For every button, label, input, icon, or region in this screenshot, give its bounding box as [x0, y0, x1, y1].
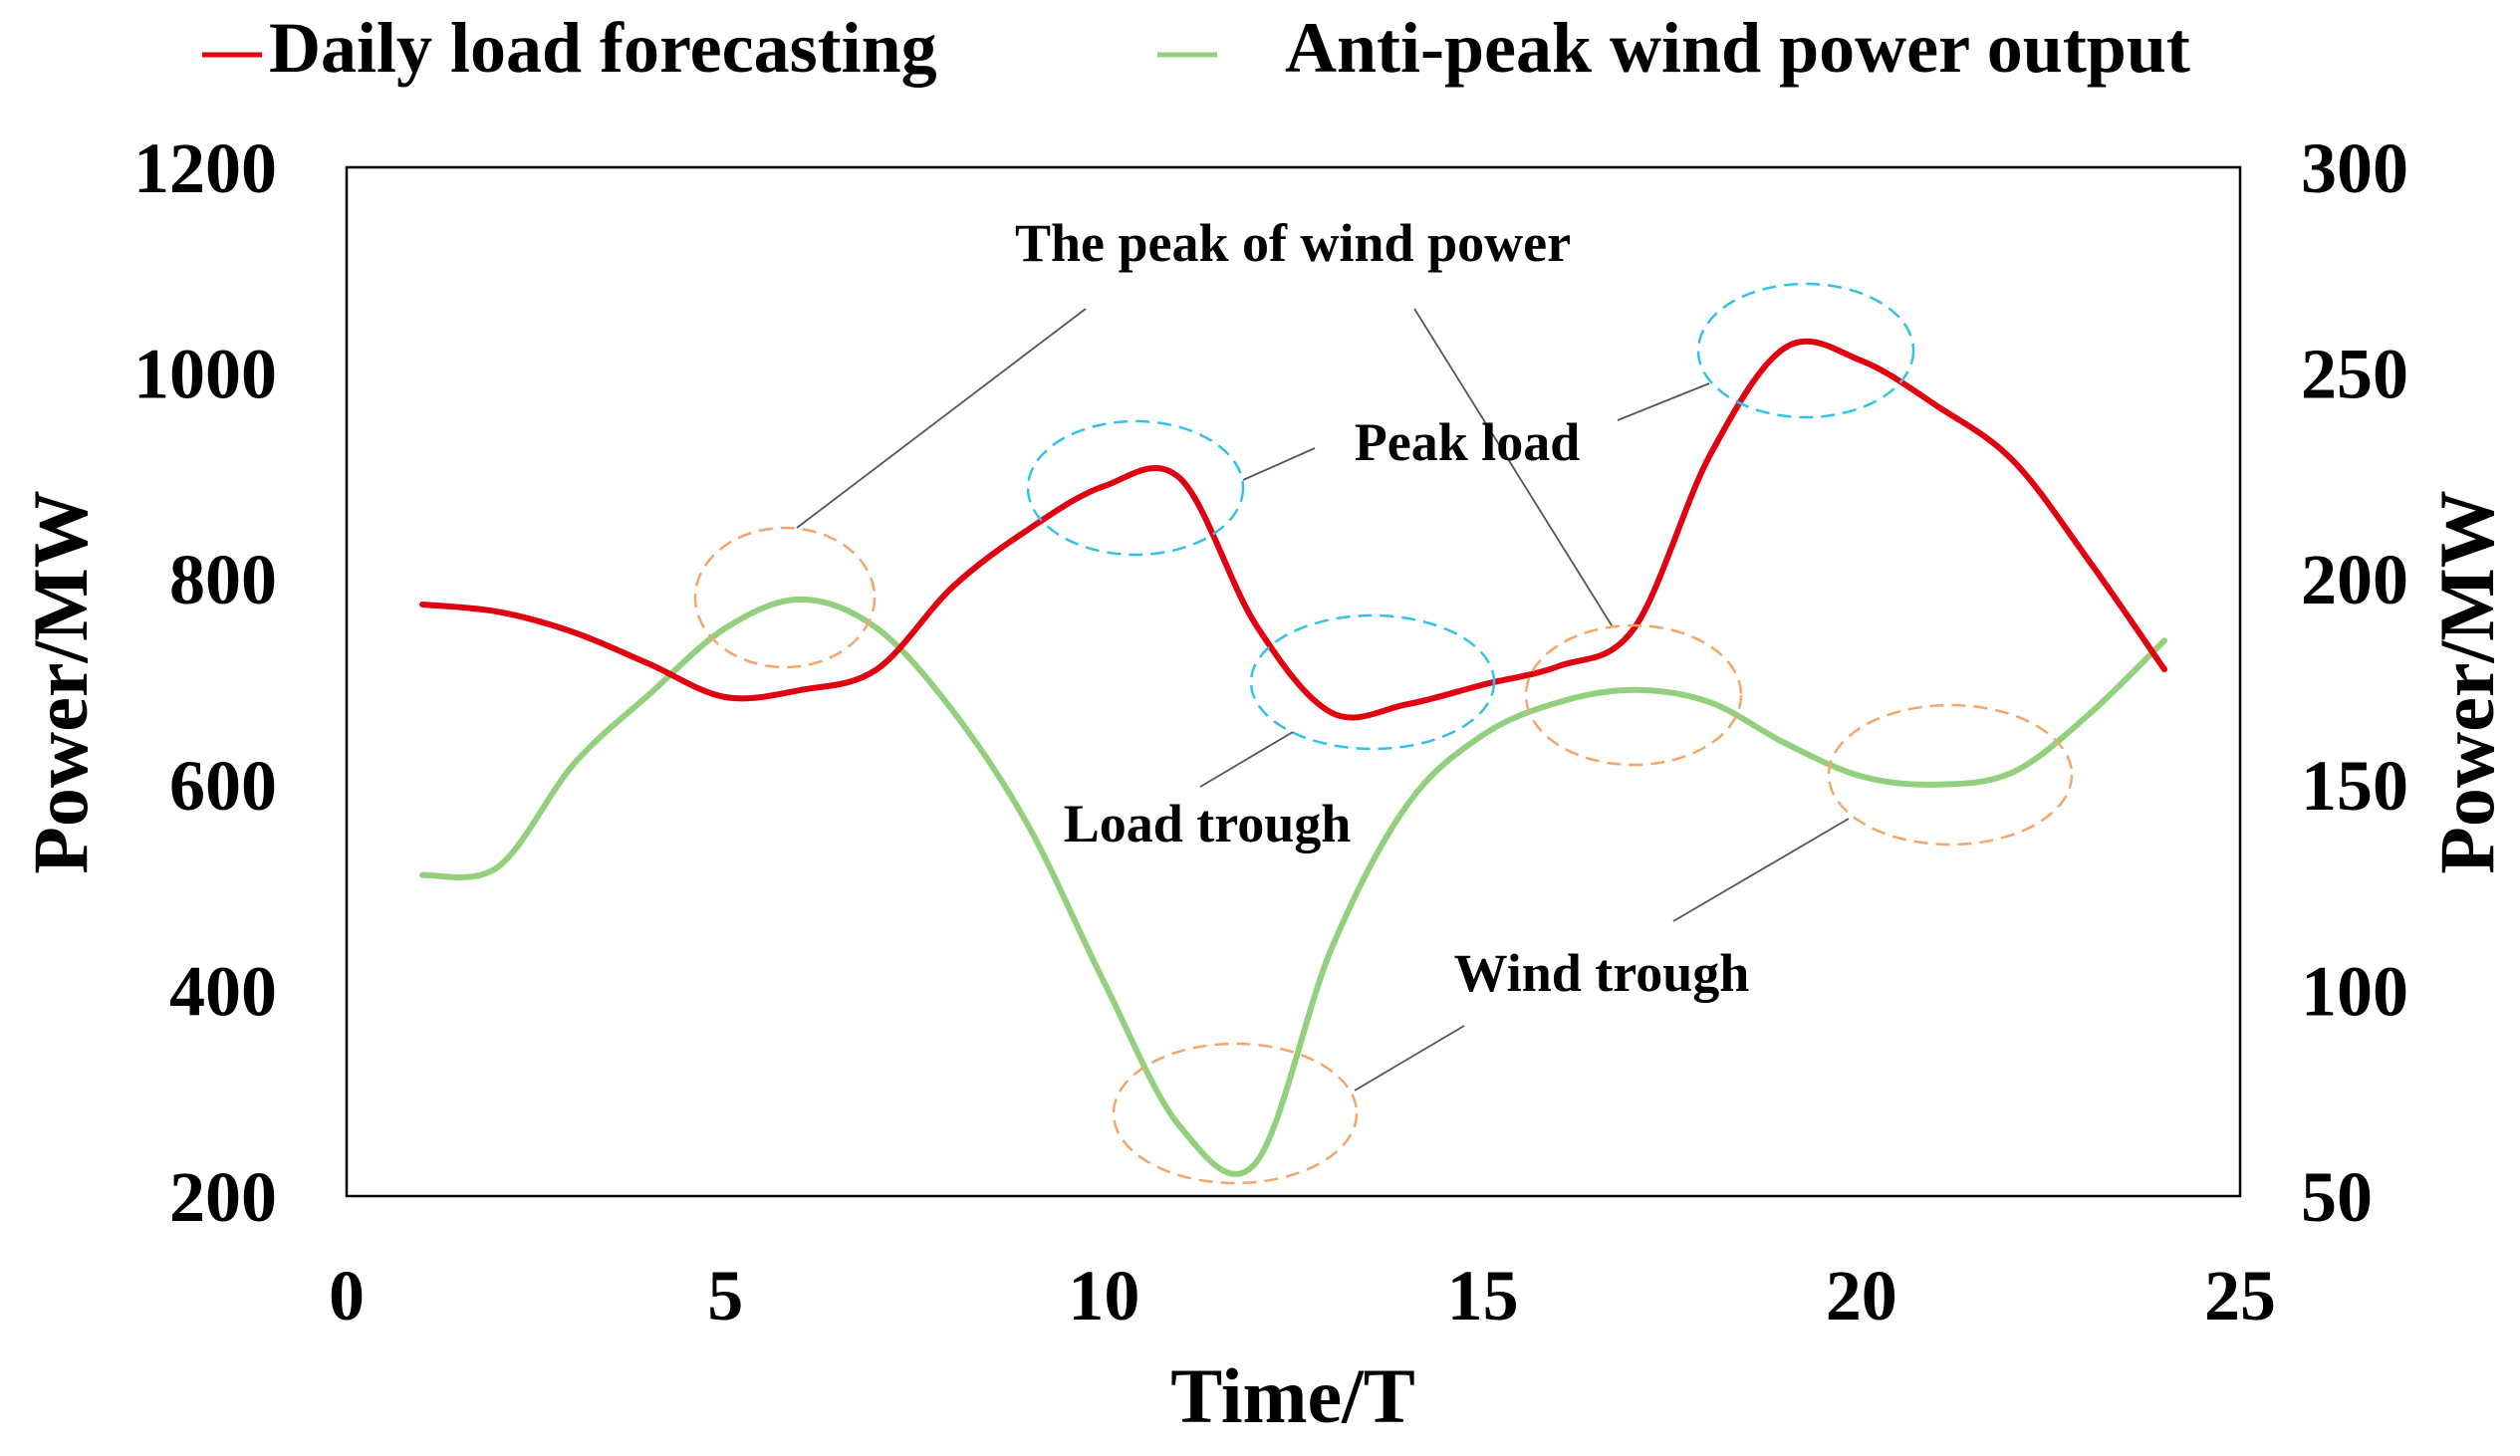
ellipse-wind-trough-1	[1112, 1042, 1359, 1185]
annotation-peak-load: Peak load	[1355, 412, 1581, 472]
annotation-wind-peak: The peak of wind power	[1015, 213, 1571, 273]
x-tick-label: 5	[707, 1256, 743, 1335]
left-y-axis-label: Power/MW	[17, 490, 104, 874]
x-tick-label: 0	[329, 1256, 365, 1335]
left-y-tick-label: 800	[169, 540, 277, 619]
left-y-tick-label: 1000	[133, 335, 277, 414]
left-y-axis-ticks: 200 400 600 800 1000 1200	[133, 128, 277, 1237]
right-y-axis-label: Power/MW	[2423, 490, 2510, 874]
annotation-ellipses	[693, 282, 2074, 1185]
x-tick-label: 25	[2204, 1256, 2276, 1335]
left-y-tick-label: 400	[169, 951, 277, 1031]
plot-area	[345, 165, 2242, 1198]
left-y-tick-label: 1200	[133, 128, 277, 208]
annotation-wind-trough: Wind trough	[1454, 943, 1750, 1003]
annotation-leaders	[796, 308, 1850, 1092]
ellipse-wind-trough-2	[1827, 703, 2074, 847]
right-y-tick-label: 100	[2301, 951, 2408, 1031]
leader-wind-peak-1	[796, 308, 1087, 529]
legend-label-load: Daily load forecasting	[269, 8, 937, 88]
ellipse-load-peak-2	[1696, 282, 1915, 419]
leader-wind-trough-2	[1672, 818, 1850, 922]
series-line-wind	[419, 596, 2167, 1177]
right-y-tick-label: 200	[2301, 540, 2408, 619]
legend: Daily load forecasting Anti-peak wind po…	[202, 8, 2190, 88]
right-y-axis-ticks: 50 100 150 200 250 300	[2301, 128, 2408, 1237]
right-y-tick-label: 250	[2301, 335, 2408, 414]
leader-load-peak-2	[1617, 382, 1710, 421]
leader-wind-trough-1	[1354, 1025, 1465, 1092]
x-tick-label: 15	[1447, 1256, 1519, 1335]
left-y-tick-label: 200	[169, 1157, 277, 1237]
right-y-tick-label: 50	[2301, 1157, 2373, 1237]
x-tick-label: 20	[1826, 1256, 1897, 1335]
ellipse-load-trough	[1249, 613, 1496, 751]
left-y-tick-label: 600	[169, 746, 277, 826]
annotation-labels: The peak of wind power Peak load Load tr…	[1015, 213, 1749, 1003]
series-line-load	[419, 338, 2167, 721]
x-axis-label: Time/T	[1170, 1352, 1415, 1439]
legend-label-wind: Anti-peak wind power output	[1285, 8, 2190, 88]
ellipse-load-peak-1	[1026, 419, 1245, 557]
leader-load-peak-1	[1242, 447, 1316, 481]
right-y-tick-label: 150	[2301, 746, 2408, 826]
x-tick-label: 10	[1068, 1256, 1139, 1335]
x-axis-ticks: 0 5 10 15 20 25	[329, 1256, 2276, 1335]
leader-wind-peak-2	[1413, 308, 1613, 626]
ellipse-wind-peak-2	[1524, 623, 1743, 767]
annotation-load-trough: Load trough	[1064, 794, 1352, 853]
leader-load-trough	[1199, 731, 1294, 788]
right-y-tick-label: 300	[2301, 128, 2408, 208]
ellipse-wind-peak-1	[693, 526, 877, 669]
